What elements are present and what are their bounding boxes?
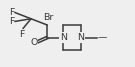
Text: N: N	[77, 33, 85, 42]
Text: F: F	[19, 30, 24, 39]
Text: O: O	[30, 38, 37, 47]
Text: N: N	[60, 33, 67, 42]
Text: —: —	[98, 33, 107, 42]
Text: Br: Br	[43, 13, 54, 22]
Text: F: F	[9, 17, 14, 26]
Text: F: F	[9, 8, 14, 17]
